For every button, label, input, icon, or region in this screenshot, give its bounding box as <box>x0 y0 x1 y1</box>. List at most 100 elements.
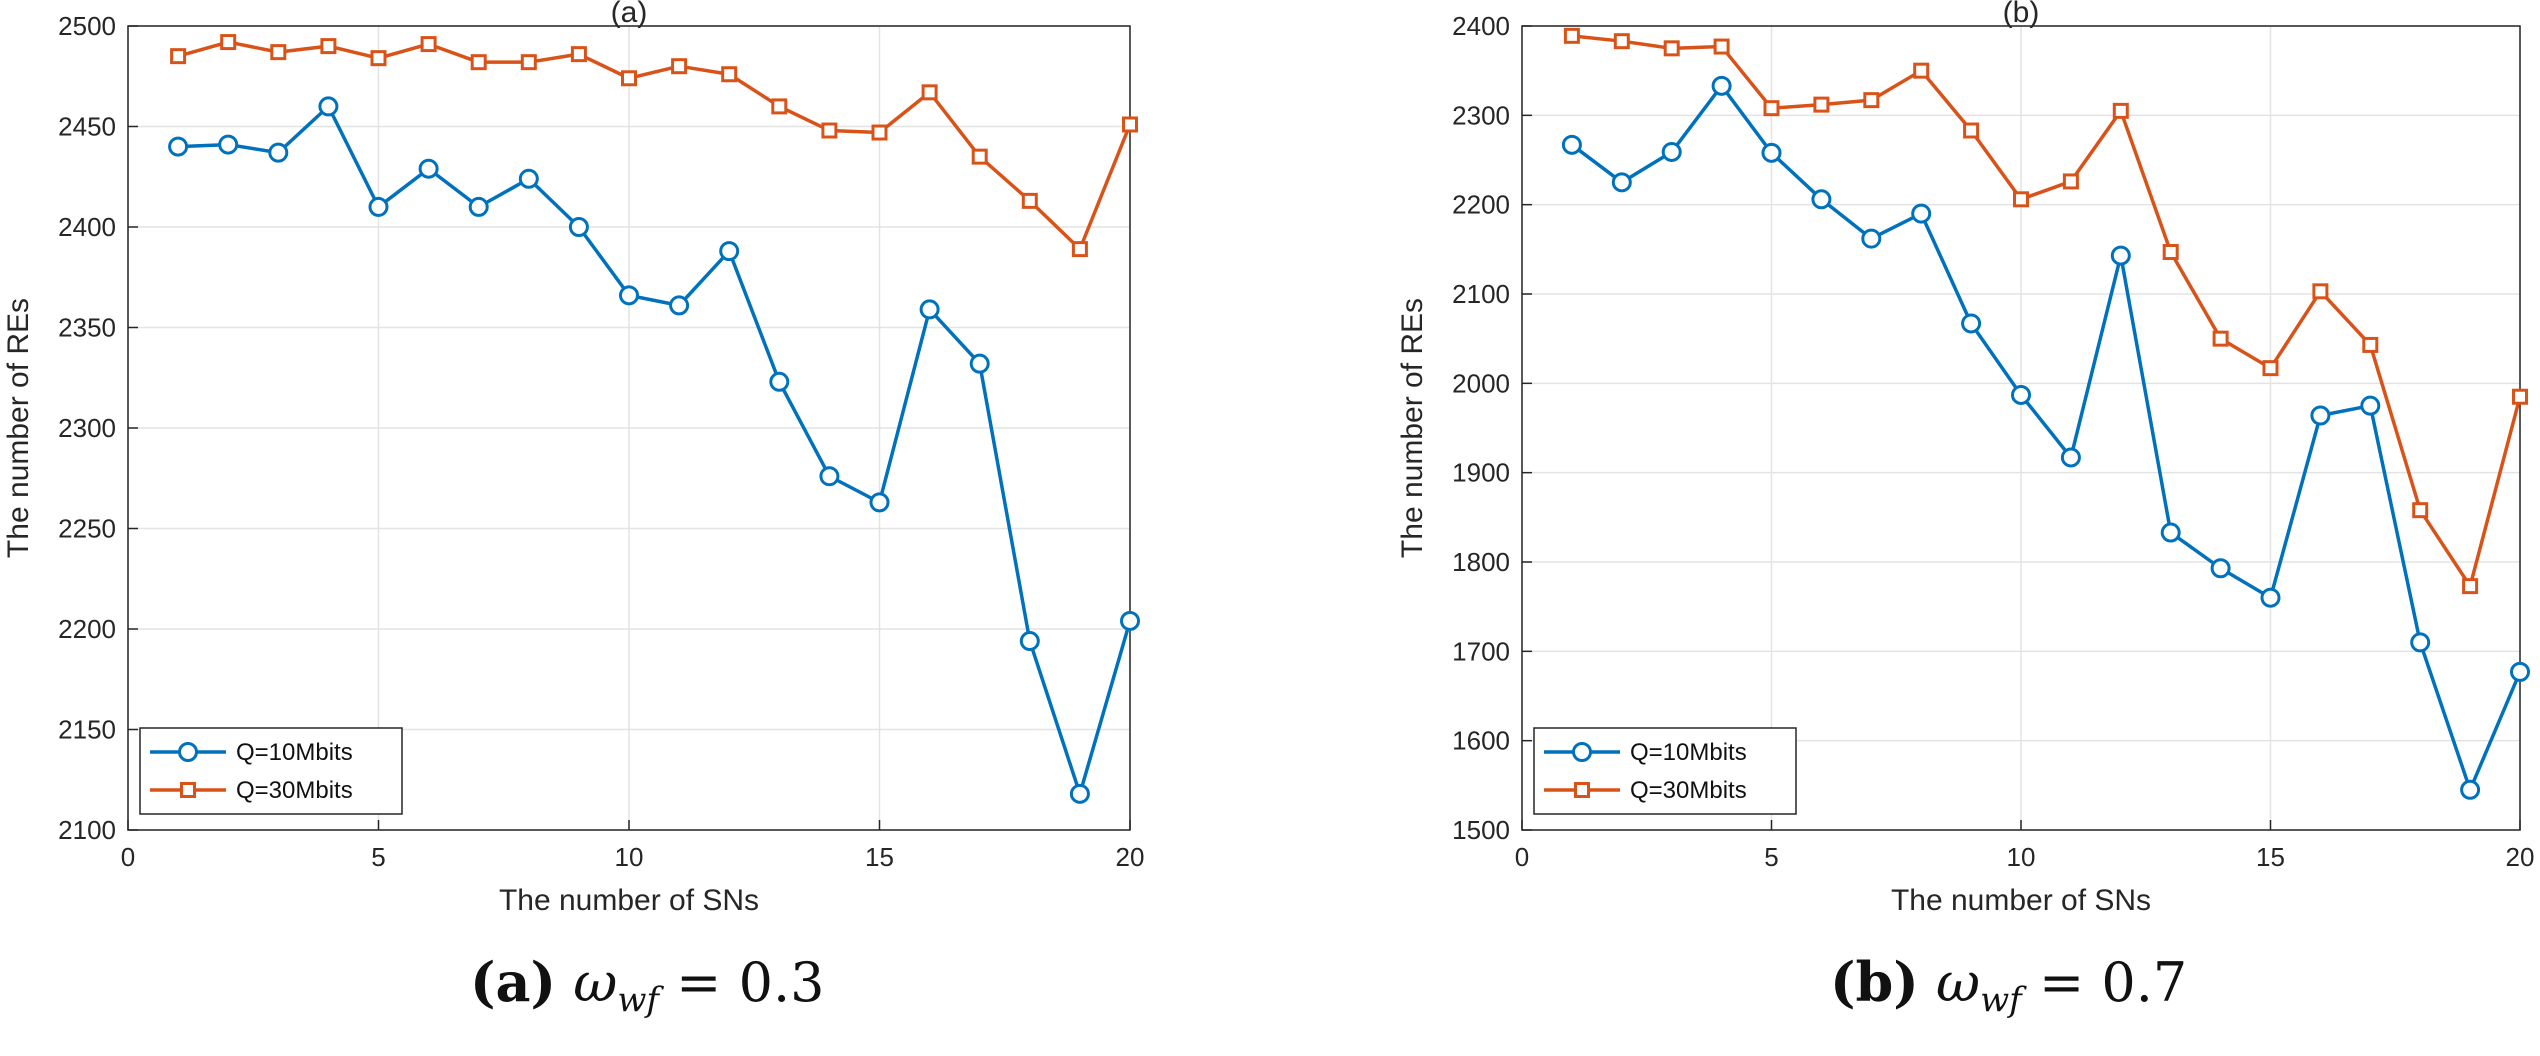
y-tick-label: 2300 <box>58 413 116 443</box>
data-point <box>1661 141 1682 162</box>
y-tick-label: 2500 <box>58 11 116 41</box>
data-point <box>1761 142 1782 163</box>
x-tick-label: 5 <box>1764 842 1778 872</box>
data-point <box>270 44 287 61</box>
y-axis-label: The number of REs <box>1396 298 1429 558</box>
data-point <box>1611 172 1632 193</box>
data-point <box>1019 631 1040 652</box>
x-tick-label: 15 <box>865 842 894 872</box>
legend-marker <box>1574 782 1590 798</box>
x-axis-label: The number of SNs <box>499 884 759 917</box>
x-tick-label: 10 <box>615 842 644 872</box>
data-point <box>1811 189 1832 210</box>
caption-a-relation: = 0.3 <box>676 951 825 1014</box>
data-point <box>1861 228 1882 249</box>
series-Q=30Mbits <box>170 34 1138 258</box>
data-point <box>318 96 339 117</box>
data-point <box>2013 191 2029 208</box>
series-line <box>178 104 1132 796</box>
y-tick-label: 2250 <box>58 514 116 544</box>
y-tick-label: 1800 <box>1452 547 1510 577</box>
data-point <box>468 196 489 217</box>
caption-b-subscript: wf <box>1980 980 2022 1020</box>
y-tick-label: 2450 <box>58 112 116 142</box>
data-point <box>168 136 189 157</box>
data-point <box>1961 313 1982 334</box>
data-point <box>2062 173 2079 190</box>
x-tick-label: 20 <box>2506 842 2535 872</box>
caption-a: (a) ωwf = 0.3 <box>470 950 824 1020</box>
data-point <box>771 98 788 115</box>
caption-b-label: (b) <box>1830 950 1919 1014</box>
y-tick-label: 2300 <box>1452 100 1510 130</box>
data-point <box>2510 661 2530 682</box>
data-point <box>1561 134 1582 155</box>
data-point <box>2011 384 2031 405</box>
chart-b: 0 5 10 15 20 1500 1600 1700 1800 1900 2000 2100 2200… <box>1396 0 2534 917</box>
data-point <box>1963 122 1980 139</box>
y-axis-label: The number of REs <box>2 298 35 558</box>
data-point <box>1713 38 1730 55</box>
data-point <box>2162 244 2179 261</box>
y-tick-label: 1500 <box>1452 815 1510 845</box>
data-point <box>2360 395 2381 416</box>
caption-b-relation: = 0.7 <box>2038 951 2188 1014</box>
data-point <box>420 36 437 53</box>
legend-label: Q=30Mbits <box>1630 777 1747 804</box>
data-point <box>921 84 938 101</box>
data-point <box>969 353 990 374</box>
data-point <box>719 241 740 262</box>
data-point <box>1813 96 1830 113</box>
data-point <box>1021 192 1038 209</box>
legend-box <box>1533 727 1797 815</box>
data-point <box>869 492 890 513</box>
data-point <box>2212 330 2229 347</box>
data-point <box>1613 33 1630 50</box>
data-point <box>671 58 688 75</box>
x-tick-label: 0 <box>121 842 135 872</box>
data-point <box>1711 75 1732 96</box>
x-tick-label: 0 <box>1515 842 1529 872</box>
legend-label: Q=30Mbits <box>236 777 353 804</box>
y-tick-label: 2200 <box>1452 190 1510 220</box>
data-point <box>518 168 539 189</box>
data-point <box>2462 578 2479 595</box>
data-point <box>769 371 790 392</box>
data-point <box>1663 40 1680 57</box>
data-point <box>2262 360 2279 377</box>
y-tick-label: 1700 <box>1452 636 1510 666</box>
x-tick-label: 15 <box>2256 842 2285 872</box>
data-point <box>1563 27 1580 44</box>
legend-marker <box>1572 742 1592 762</box>
data-point <box>2112 102 2129 119</box>
data-point <box>2362 336 2379 353</box>
data-point <box>568 217 589 237</box>
data-point <box>819 466 840 487</box>
data-point <box>971 148 988 165</box>
data-point <box>1122 116 1138 133</box>
caption-a-label: (a) <box>470 950 557 1014</box>
series-Q=30Mbits <box>1563 27 2528 595</box>
series-Q=10Mbits <box>1561 75 2530 800</box>
data-point <box>2460 779 2481 800</box>
legend-label: Q=10Mbits <box>1630 739 1747 766</box>
data-point <box>2210 558 2231 579</box>
legend-label: Q=10Mbits <box>236 739 353 766</box>
caption-a-subscript: wf <box>617 980 659 1020</box>
x-tick-label: 5 <box>371 842 385 872</box>
chart-title: (b) <box>2003 0 2040 29</box>
chart-a: 0 5 10 15 20 2100 2150 2200 2250 2300 2350 2400 2450… <box>2 0 1144 917</box>
legend-box <box>139 727 403 815</box>
data-point <box>871 124 888 141</box>
data-point <box>2412 502 2429 519</box>
data-point <box>370 50 387 67</box>
data-point <box>268 142 289 163</box>
y-tick-label: 2000 <box>1452 368 1510 398</box>
data-point <box>470 54 487 71</box>
data-point <box>1763 100 1780 117</box>
data-point <box>1071 241 1088 258</box>
data-point <box>170 48 187 65</box>
data-point <box>320 38 337 55</box>
legend-marker <box>178 742 198 762</box>
